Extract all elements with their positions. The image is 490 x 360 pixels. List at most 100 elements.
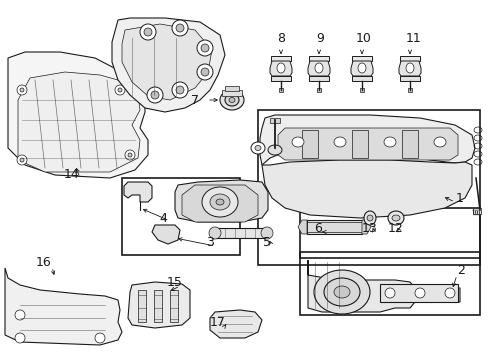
Text: 4: 4 — [159, 211, 167, 225]
Bar — [154, 290, 162, 322]
Ellipse shape — [367, 215, 373, 221]
Polygon shape — [18, 72, 140, 172]
Bar — [473, 208, 481, 214]
Ellipse shape — [172, 20, 188, 36]
Ellipse shape — [268, 145, 282, 155]
Ellipse shape — [20, 158, 24, 162]
Bar — [258, 110, 480, 265]
Polygon shape — [152, 225, 180, 244]
Polygon shape — [308, 61, 330, 76]
Bar — [271, 76, 291, 81]
Bar — [302, 130, 318, 158]
Bar — [170, 290, 178, 322]
Bar — [270, 118, 280, 123]
Text: 16: 16 — [36, 256, 52, 269]
Ellipse shape — [20, 88, 24, 92]
Ellipse shape — [118, 88, 122, 92]
Polygon shape — [112, 18, 225, 112]
Ellipse shape — [385, 288, 395, 298]
Ellipse shape — [225, 94, 239, 106]
Polygon shape — [399, 61, 421, 76]
Bar — [380, 284, 458, 302]
Ellipse shape — [176, 24, 184, 32]
Ellipse shape — [314, 270, 370, 314]
Polygon shape — [8, 52, 148, 178]
Polygon shape — [351, 61, 373, 76]
Bar — [408, 88, 412, 92]
Ellipse shape — [197, 64, 213, 80]
Text: 7: 7 — [191, 94, 199, 107]
Text: 6: 6 — [314, 221, 322, 234]
Ellipse shape — [364, 211, 376, 225]
Ellipse shape — [388, 211, 404, 225]
Ellipse shape — [201, 68, 209, 76]
Ellipse shape — [125, 150, 135, 160]
Bar — [402, 130, 418, 158]
Polygon shape — [260, 115, 475, 165]
Polygon shape — [122, 24, 212, 100]
Polygon shape — [278, 128, 458, 160]
Ellipse shape — [201, 44, 209, 52]
Ellipse shape — [358, 63, 366, 73]
Text: 10: 10 — [356, 31, 372, 45]
Bar — [352, 130, 368, 158]
Bar — [360, 88, 364, 92]
Ellipse shape — [255, 145, 261, 150]
Ellipse shape — [261, 227, 273, 239]
Polygon shape — [182, 185, 258, 222]
Ellipse shape — [202, 187, 238, 217]
Text: 12: 12 — [388, 221, 404, 234]
Ellipse shape — [151, 91, 159, 99]
Polygon shape — [298, 220, 307, 234]
Ellipse shape — [415, 288, 425, 298]
Ellipse shape — [95, 333, 105, 343]
Ellipse shape — [17, 155, 27, 165]
Bar — [225, 86, 239, 91]
Polygon shape — [270, 61, 292, 76]
Bar — [271, 56, 291, 61]
Ellipse shape — [315, 63, 323, 73]
Ellipse shape — [209, 227, 221, 239]
Ellipse shape — [128, 153, 132, 157]
Text: 5: 5 — [263, 235, 271, 248]
Ellipse shape — [324, 278, 360, 306]
Ellipse shape — [144, 28, 152, 36]
Polygon shape — [262, 160, 472, 218]
Ellipse shape — [334, 286, 350, 298]
Bar — [222, 90, 242, 96]
Ellipse shape — [434, 137, 446, 147]
Ellipse shape — [406, 63, 414, 73]
Text: 17: 17 — [210, 315, 226, 328]
Polygon shape — [5, 268, 122, 345]
Bar — [122, 178, 240, 255]
Bar — [400, 76, 420, 81]
Ellipse shape — [15, 333, 25, 343]
Ellipse shape — [292, 137, 304, 147]
Ellipse shape — [277, 63, 285, 73]
Polygon shape — [308, 260, 460, 312]
Ellipse shape — [17, 85, 27, 95]
Bar — [307, 222, 362, 232]
Bar — [352, 76, 372, 81]
Bar — [400, 56, 420, 61]
Bar — [352, 56, 372, 61]
Text: 11: 11 — [406, 31, 422, 45]
Ellipse shape — [197, 40, 213, 56]
Text: 13: 13 — [362, 221, 378, 234]
Text: 14: 14 — [64, 168, 80, 181]
Polygon shape — [362, 220, 371, 234]
Ellipse shape — [251, 142, 265, 154]
Polygon shape — [210, 310, 262, 338]
Ellipse shape — [172, 82, 188, 98]
Bar — [138, 290, 146, 322]
Bar — [279, 88, 283, 92]
Ellipse shape — [445, 288, 455, 298]
Text: 8: 8 — [277, 31, 285, 45]
Ellipse shape — [216, 199, 224, 205]
Text: 3: 3 — [206, 235, 214, 248]
Bar — [317, 88, 321, 92]
Ellipse shape — [210, 194, 230, 210]
Ellipse shape — [229, 98, 235, 103]
Ellipse shape — [384, 137, 396, 147]
Ellipse shape — [115, 85, 125, 95]
